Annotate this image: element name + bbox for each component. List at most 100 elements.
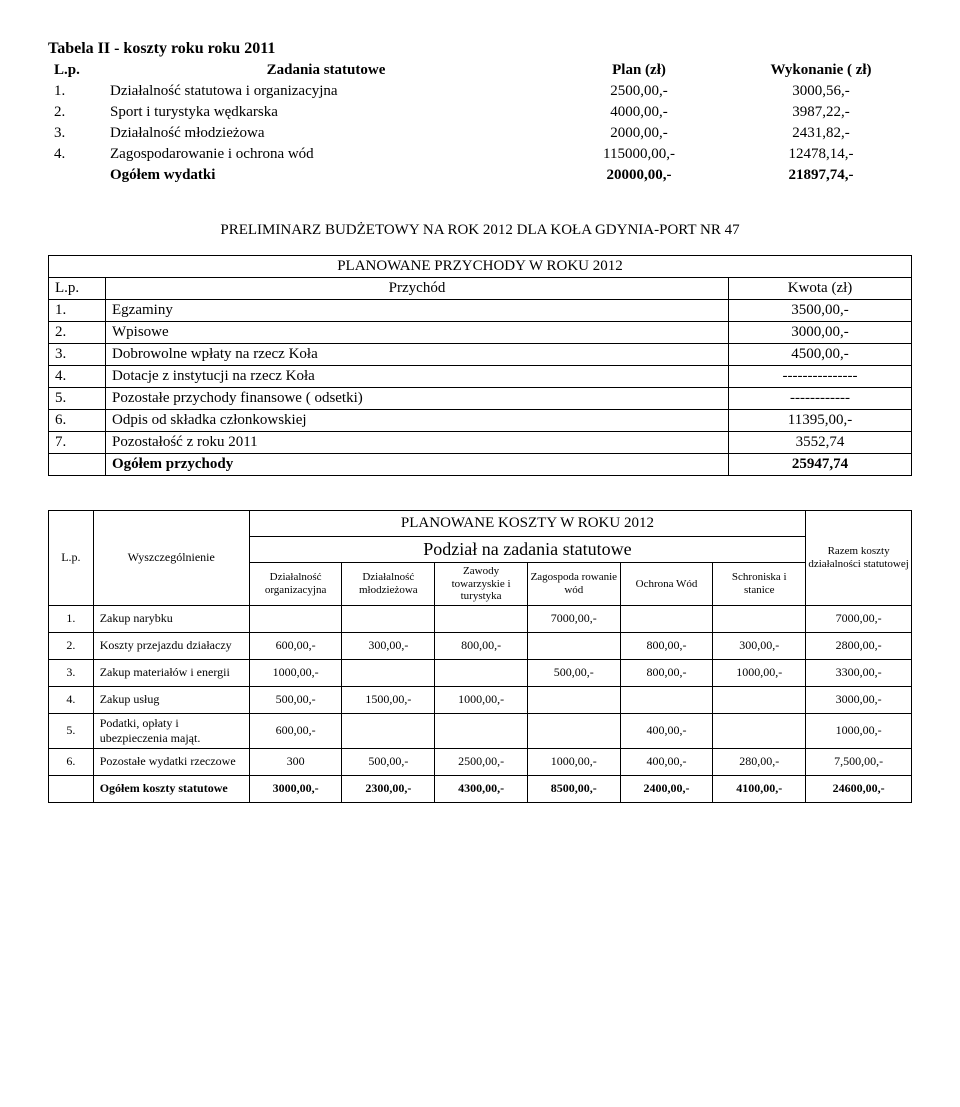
t2-desc: Egzaminy bbox=[106, 300, 729, 322]
t1-plan: 4000,00,- bbox=[548, 102, 730, 123]
t1-wyk: 3987,22,- bbox=[730, 102, 912, 123]
t3-c2 bbox=[342, 659, 435, 686]
t1-wyk: 2431,82,- bbox=[730, 123, 912, 144]
t3-sum-c6: 4100,00,- bbox=[713, 775, 806, 802]
t2-h-przychod: Przychód bbox=[106, 278, 729, 300]
t3-c5 bbox=[620, 605, 713, 632]
t3-c1: 600,00,- bbox=[249, 713, 342, 748]
t3-wys: Zakup usług bbox=[93, 686, 249, 713]
t3-c5: 400,00,- bbox=[620, 713, 713, 748]
table1-title: Tabela II - koszty roku roku 2011 bbox=[48, 40, 912, 58]
t2-caption: PLANOWANE PRZYCHODY W ROKU 2012 bbox=[49, 256, 912, 278]
t3-lp: 5. bbox=[49, 713, 94, 748]
t3-c2: 1500,00,- bbox=[342, 686, 435, 713]
t3-razem: 2800,00,- bbox=[806, 632, 912, 659]
t3-sum-razem: 24600,00,- bbox=[806, 775, 912, 802]
t3-razem: 7000,00,- bbox=[806, 605, 912, 632]
t3-wys: Pozostałe wydatki rzeczowe bbox=[93, 748, 249, 775]
mid-heading: PRELIMINARZ BUDŻETOWY NA ROK 2012 DLA KO… bbox=[48, 222, 912, 239]
t1-h-zadania: Zadania statutowe bbox=[104, 60, 548, 81]
t2-lp: 4. bbox=[49, 366, 106, 388]
t2-desc: Wpisowe bbox=[106, 322, 729, 344]
t1-sum-wyk: 21897,74,- bbox=[730, 165, 912, 186]
t1-sum-plan: 20000,00,- bbox=[548, 165, 730, 186]
t1-desc: Działalność statutowa i organizacyjna bbox=[104, 81, 548, 102]
t3-c3 bbox=[435, 605, 528, 632]
t3-c1: 600,00,- bbox=[249, 632, 342, 659]
t2-kw: ------------ bbox=[729, 388, 912, 410]
t3-c2: 500,00,- bbox=[342, 748, 435, 775]
t1-sum-label: Ogółem wydatki bbox=[104, 165, 548, 186]
t3-c6 bbox=[713, 713, 806, 748]
t3-c4: 7000,00,- bbox=[527, 605, 620, 632]
t3-lp: 1. bbox=[49, 605, 94, 632]
t1-lp: 1. bbox=[48, 81, 104, 102]
t1-h-lp: L.p. bbox=[48, 60, 104, 81]
t3-c1: 1000,00,- bbox=[249, 659, 342, 686]
t3-c3: 800,00,- bbox=[435, 632, 528, 659]
t3-c6 bbox=[713, 686, 806, 713]
t3-c6 bbox=[713, 605, 806, 632]
t3-wys: Zakup materiałów i energii bbox=[93, 659, 249, 686]
t3-plan-title: PLANOWANE KOSZTY W ROKU 2012 bbox=[249, 511, 805, 537]
t3-razem: 3000,00,- bbox=[806, 686, 912, 713]
t3-c4 bbox=[527, 632, 620, 659]
t3-h-c4: Zagospoda rowanie wód bbox=[527, 563, 620, 606]
t1-h-plan: Plan (zł) bbox=[548, 60, 730, 81]
t3-sum-wys: Ogółem koszty statutowe bbox=[93, 775, 249, 802]
t3-razem: 3300,00,- bbox=[806, 659, 912, 686]
t2-desc: Dobrowolne wpłaty na rzecz Koła bbox=[106, 344, 729, 366]
table2: PLANOWANE PRZYCHODY W ROKU 2012 L.p. Prz… bbox=[48, 255, 912, 476]
t3-c6: 300,00,- bbox=[713, 632, 806, 659]
t2-lp: 2. bbox=[49, 322, 106, 344]
t1-plan: 2000,00,- bbox=[548, 123, 730, 144]
t2-kw: 11395,00,- bbox=[729, 410, 912, 432]
t3-c6: 280,00,- bbox=[713, 748, 806, 775]
t2-lp: 1. bbox=[49, 300, 106, 322]
t3-c3 bbox=[435, 713, 528, 748]
t2-desc: Pozostałe przychody finansowe ( odsetki) bbox=[106, 388, 729, 410]
t3-razem: 1000,00,- bbox=[806, 713, 912, 748]
table-row: 2. Koszty przejazdu działaczy 600,00,- 3… bbox=[49, 632, 912, 659]
t3-c5 bbox=[620, 686, 713, 713]
table-row: Ogółem koszty statutowe 3000,00,- 2300,0… bbox=[49, 775, 912, 802]
t3-lp: 4. bbox=[49, 686, 94, 713]
t3-h-lp: L.p. bbox=[49, 511, 94, 606]
t2-kw: 3500,00,- bbox=[729, 300, 912, 322]
t1-lp: 2. bbox=[48, 102, 104, 123]
t3-wys: Podatki, opłaty i ubezpieczenia mająt. bbox=[93, 713, 249, 748]
t3-sum-c3: 4300,00,- bbox=[435, 775, 528, 802]
t1-h-wyk: Wykonanie ( zł) bbox=[730, 60, 912, 81]
t3-sum-c4: 8500,00,- bbox=[527, 775, 620, 802]
t3-c4 bbox=[527, 686, 620, 713]
t2-sum-label: Ogółem przychody bbox=[106, 454, 729, 476]
t3-c1: 500,00,- bbox=[249, 686, 342, 713]
t3-wys: Zakup narybku bbox=[93, 605, 249, 632]
t3-h-c5: Ochrona Wód bbox=[620, 563, 713, 606]
t3-lp: 3. bbox=[49, 659, 94, 686]
t3-c4: 1000,00,- bbox=[527, 748, 620, 775]
t1-plan: 2500,00,- bbox=[548, 81, 730, 102]
t3-c2: 300,00,- bbox=[342, 632, 435, 659]
table-row: 3. Zakup materiałów i energii 1000,00,- … bbox=[49, 659, 912, 686]
t2-sum-kw: 25947,74 bbox=[729, 454, 912, 476]
t3-c4: 500,00,- bbox=[527, 659, 620, 686]
t3-h-c6: Schroniska i stanice bbox=[713, 563, 806, 606]
t1-lp: 3. bbox=[48, 123, 104, 144]
t3-c2 bbox=[342, 713, 435, 748]
t3-h-c3: Zawody towarzyskie i turystyka bbox=[435, 563, 528, 606]
t3-c5: 800,00,- bbox=[620, 632, 713, 659]
table-row: 5. Podatki, opłaty i ubezpieczenia mająt… bbox=[49, 713, 912, 748]
table1: L.p. Zadania statutowe Plan (zł) Wykonan… bbox=[48, 60, 912, 186]
t1-desc: Działalność młodzieżowa bbox=[104, 123, 548, 144]
t3-c3: 2500,00,- bbox=[435, 748, 528, 775]
t2-h-lp: L.p. bbox=[49, 278, 106, 300]
t3-razem: 7,500,00,- bbox=[806, 748, 912, 775]
t2-lp: 5. bbox=[49, 388, 106, 410]
t2-lp: 3. bbox=[49, 344, 106, 366]
t2-lp: 6. bbox=[49, 410, 106, 432]
t3-h-c2: Działalność młodzieżowa bbox=[342, 563, 435, 606]
t1-desc: Zagospodarowanie i ochrona wód bbox=[104, 144, 548, 165]
t3-h-wys: Wyszczególnienie bbox=[93, 511, 249, 606]
t3-sum-c1: 3000,00,- bbox=[249, 775, 342, 802]
